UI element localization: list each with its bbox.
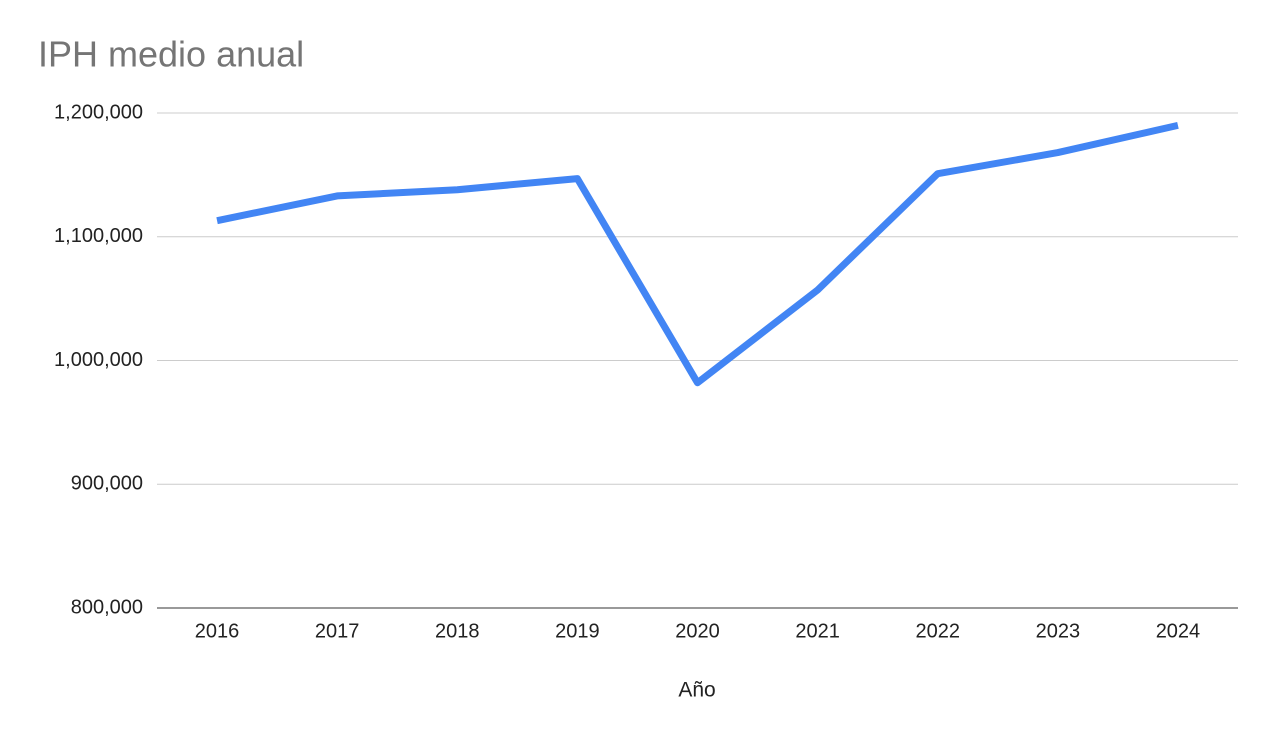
x-tick-label: 2019	[555, 620, 600, 642]
data-line	[216, 121, 1179, 387]
y-tick-label: 1,200,000	[54, 101, 143, 123]
y-tick-label: 900,000	[71, 473, 143, 495]
y-tick-label: 1,000,000	[54, 349, 143, 371]
x-tick-label: 2021	[795, 620, 840, 642]
x-tick-label: 2017	[315, 620, 360, 642]
x-axis-label: Año	[678, 679, 715, 702]
x-tick-label: 2022	[915, 620, 960, 642]
y-tick-label: 800,000	[71, 596, 143, 618]
chart-title: IPH medio anual	[38, 34, 304, 75]
x-tick-label: 2023	[1036, 620, 1081, 642]
x-tick-label: 2018	[435, 620, 480, 642]
x-tick-label: 2024	[1156, 620, 1201, 642]
y-tick-label: 1,100,000	[54, 225, 143, 247]
x-tick-label: 2020	[675, 620, 720, 642]
x-tick-label: 2016	[195, 620, 240, 642]
